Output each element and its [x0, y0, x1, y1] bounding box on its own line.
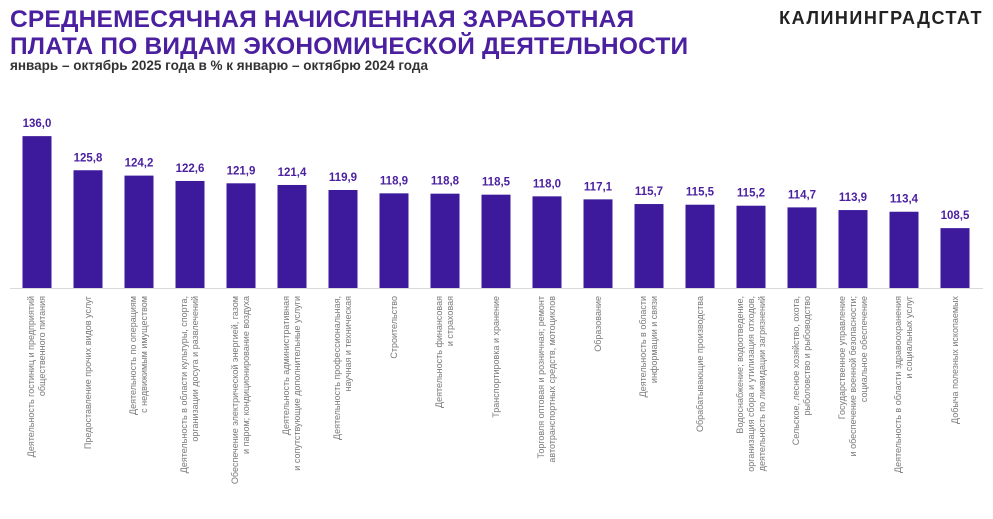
data-label: 124,2 — [125, 158, 154, 170]
category-label: Деятельность профессиональная, научная и… — [332, 296, 353, 441]
bar — [787, 207, 817, 288]
data-label: 113,4 — [890, 194, 919, 206]
bar — [532, 196, 562, 288]
category-label: Деятельность финансовая и страховая — [434, 296, 455, 408]
bar — [175, 180, 205, 288]
bar — [583, 199, 613, 288]
data-label: 115,2 — [737, 188, 765, 200]
data-label: 136,0 — [23, 118, 52, 130]
chart-subtitle: январь – октябрь 2025 года в % к январю … — [10, 58, 428, 73]
title-line-1: СРЕДНЕМЕСЯЧНАЯ НАЧИСЛЕННАЯ ЗАРАБОТНАЯ — [10, 6, 635, 33]
bar — [940, 228, 970, 288]
data-label: 114,7 — [788, 189, 816, 201]
bar — [481, 194, 511, 288]
data-label: 108,5 — [941, 210, 970, 222]
category-label: Образование — [592, 296, 603, 352]
category-label: Добыча полезных ископаемых — [949, 296, 960, 424]
bar — [328, 189, 358, 288]
category-label: Водоснабжение; водоотведение, организаци… — [734, 296, 767, 472]
category-label: Торговля оптовая и розничная; ремонт авт… — [536, 296, 557, 463]
bar — [430, 193, 460, 288]
data-label: 121,4 — [278, 167, 307, 179]
bar — [226, 183, 256, 288]
bar — [685, 204, 715, 288]
data-label: 125,8 — [74, 152, 103, 164]
bar — [889, 211, 919, 288]
bar — [73, 170, 103, 288]
data-label: 118,5 — [482, 177, 511, 189]
data-label: 121,9 — [227, 165, 256, 177]
category-label: Предоставление прочих видов услуг — [82, 296, 93, 450]
data-label: 118,9 — [380, 175, 408, 187]
bar — [838, 210, 868, 288]
bar — [22, 136, 52, 288]
category-label: Деятельность в области культуры, спорта,… — [179, 296, 200, 474]
data-label: 122,6 — [176, 163, 205, 175]
logo: КАЛИНИНГРАДСТАТ — [779, 8, 983, 28]
category-label: Транспортировка и хранение — [490, 296, 501, 418]
category-label: Деятельность административная и сопутств… — [281, 296, 302, 471]
bar — [634, 204, 664, 288]
data-label: 115,7 — [635, 186, 663, 198]
category-label: Сельское, лесное хозяйство, охота, рыбол… — [791, 296, 812, 446]
category-label: Деятельность в области здравоохранения и… — [893, 296, 914, 474]
bar — [736, 205, 766, 288]
category-label: Деятельность гостиниц и предприятий обще… — [26, 296, 47, 458]
category-label: Деятельность по операциям с недвижимым и… — [128, 296, 149, 415]
category-label: Государственное управление и обеспечение… — [836, 296, 869, 457]
bar — [379, 193, 409, 288]
category-label: Обрабатывающие производства — [694, 296, 705, 432]
data-label: 119,9 — [329, 172, 357, 184]
category-label: Строительство — [388, 296, 399, 359]
data-label: 118,8 — [431, 176, 460, 188]
chart-title: СРЕДНЕМЕСЯЧНАЯ НАЧИСЛЕННАЯ ЗАРАБОТНАЯ ПЛ… — [10, 6, 688, 60]
data-label: 118,0 — [533, 178, 561, 190]
data-label: 113,9 — [839, 192, 867, 204]
data-label: 115,5 — [686, 187, 715, 199]
category-label: Обеспечение электрической энергией, газо… — [230, 296, 251, 485]
bar — [277, 184, 307, 288]
data-label: 117,1 — [584, 181, 613, 193]
bar — [124, 175, 154, 288]
title-line-2: ПЛАТА ПО ВИДАМ ЭКОНОМИЧЕСКОЙ ДЕЯТЕЛЬНОСТ… — [10, 33, 689, 60]
category-label: Деятельность в области информации и связ… — [638, 296, 659, 398]
